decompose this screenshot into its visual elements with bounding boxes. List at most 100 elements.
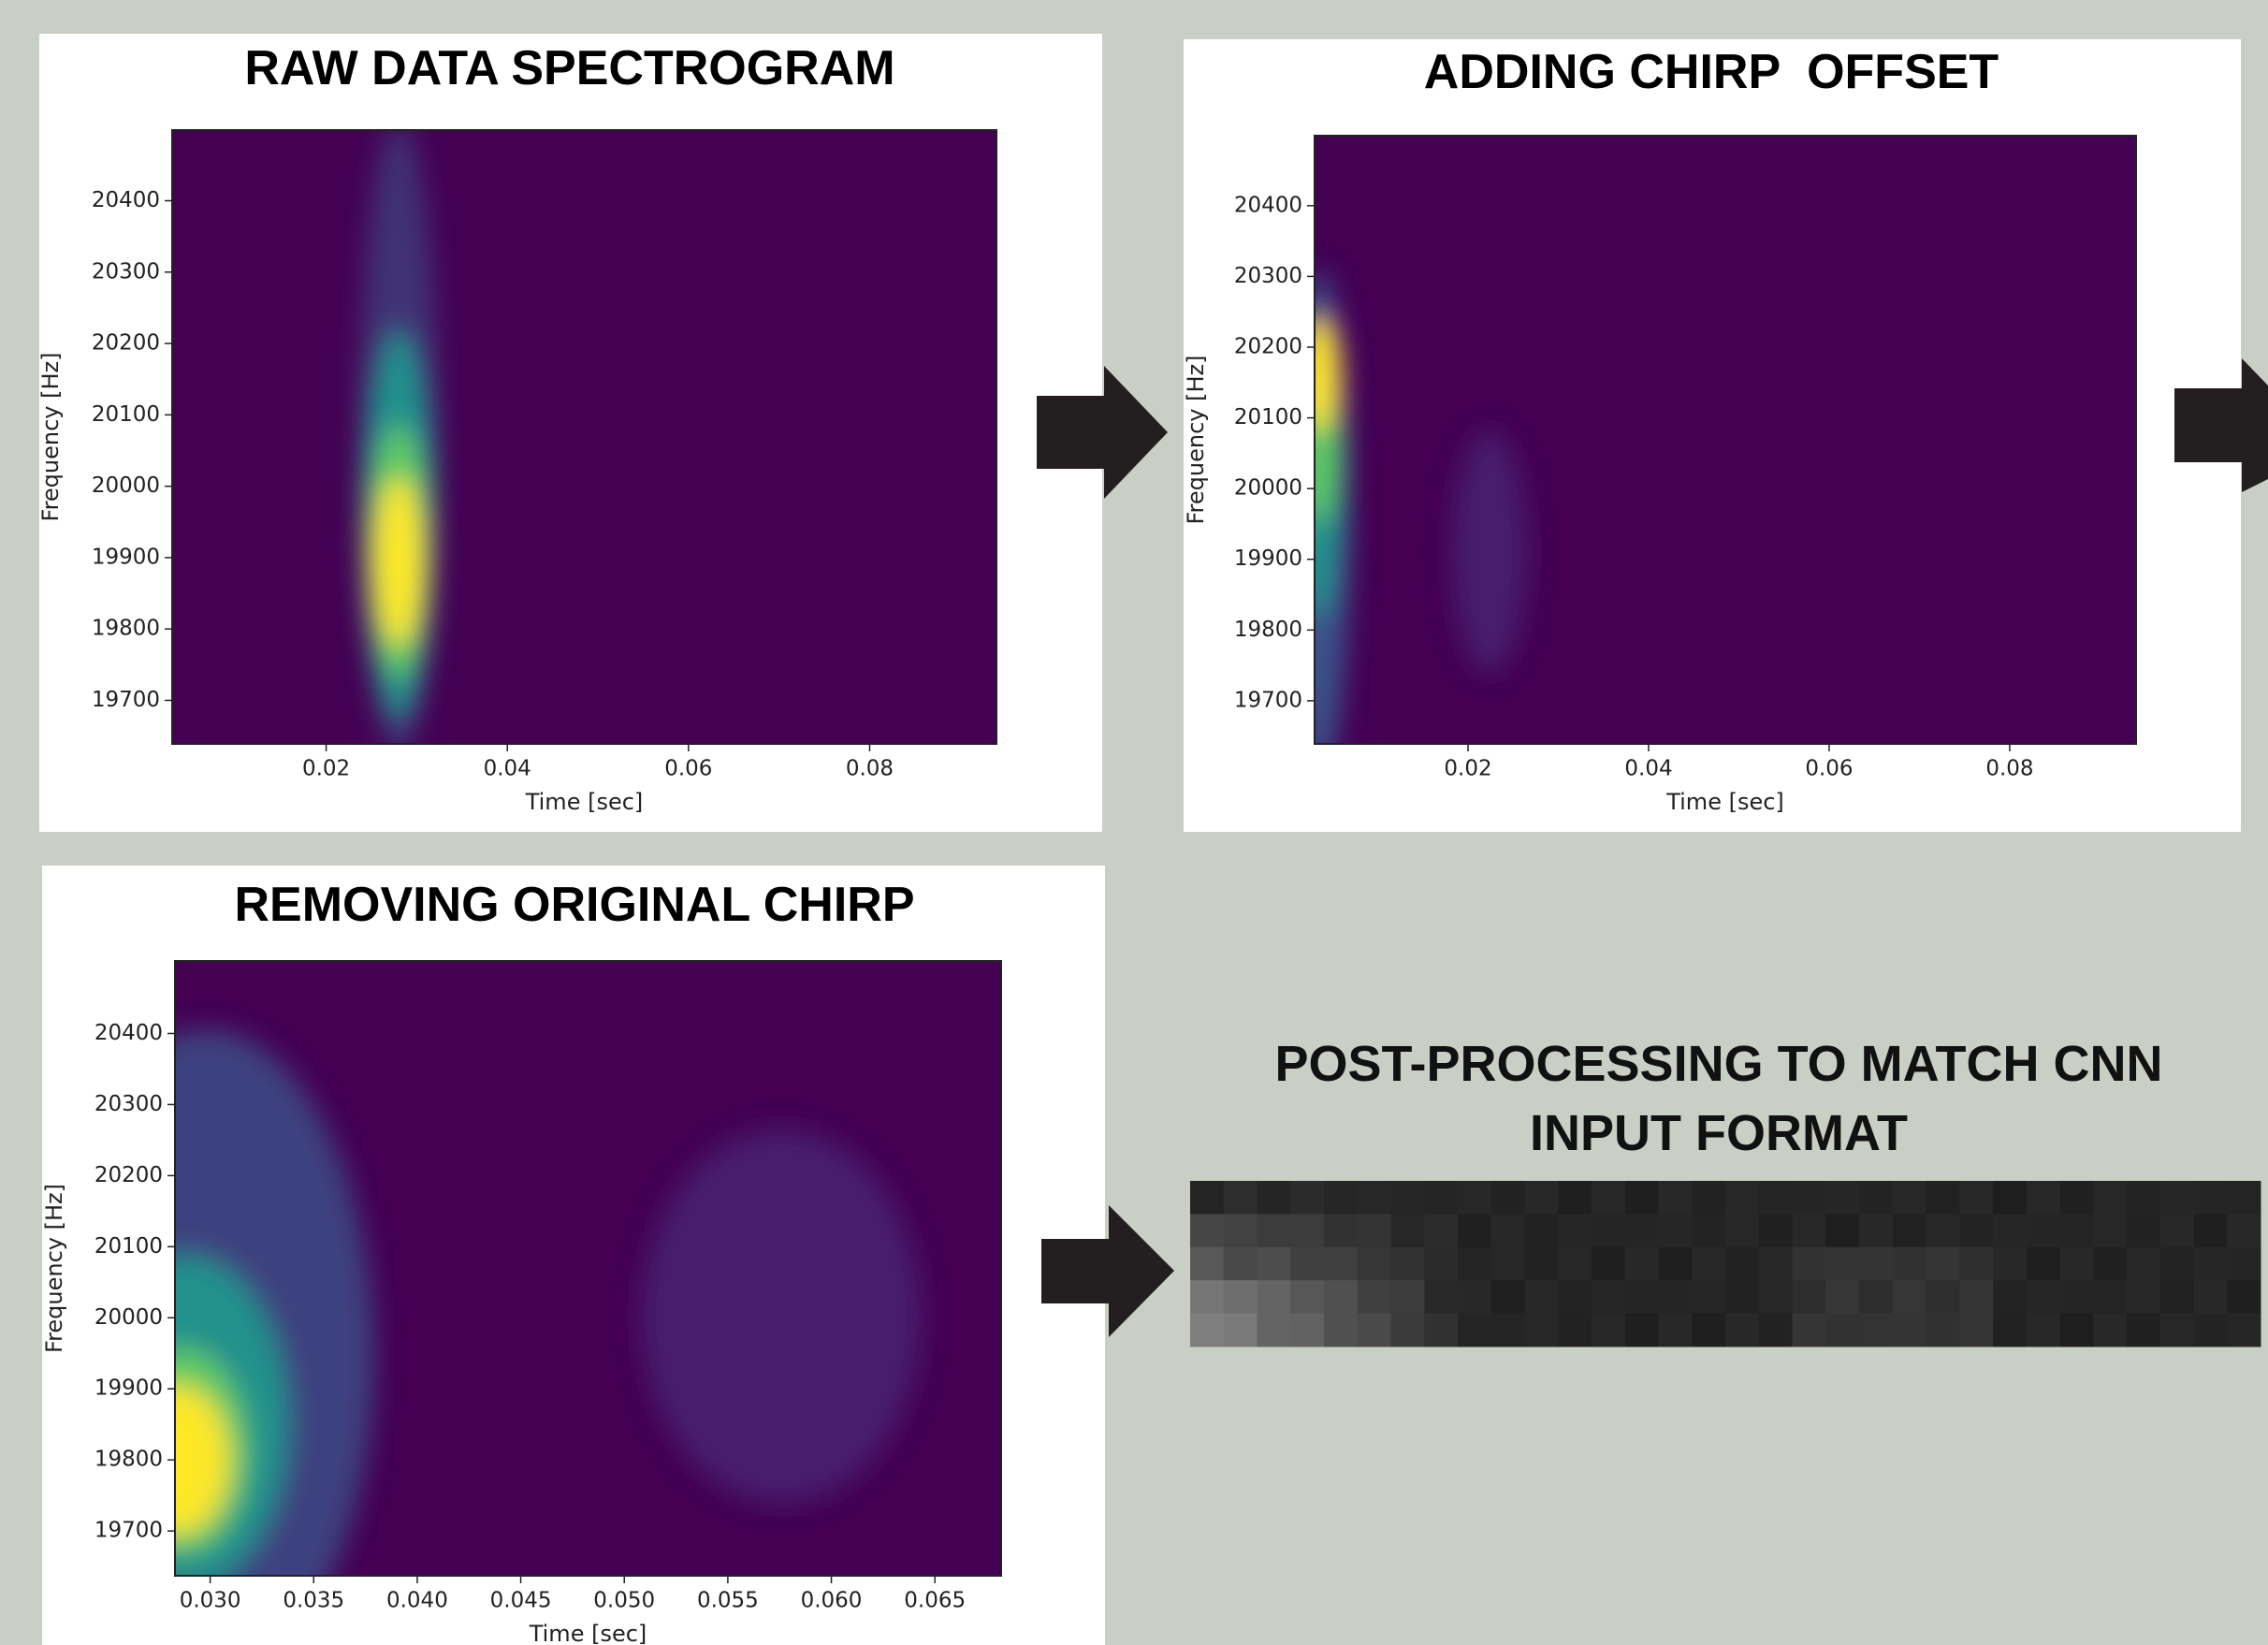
pixel (1659, 1181, 1693, 1215)
pixel (1258, 1181, 1291, 1215)
pixel (2227, 1280, 2261, 1314)
x-axis-label: Time [sec] (529, 1621, 647, 1645)
y-axis-label: Frequency [Hz] (37, 353, 64, 522)
pixel (1893, 1247, 1926, 1281)
pixel (1258, 1247, 1291, 1281)
y-axis-label: Frequency [Hz] (1183, 356, 1209, 525)
y-tick-label: 19700 (1234, 688, 1302, 712)
pixel (1659, 1214, 1693, 1247)
y-tick-label: 19900 (94, 1376, 163, 1401)
pixel (1290, 1247, 1324, 1281)
panel-title: REMOVING ORIGINAL CHIRP (234, 878, 914, 932)
pixel (2227, 1181, 2261, 1215)
x-tick-label: 0.06 (664, 757, 712, 781)
pixel (2194, 1214, 2228, 1247)
pixel (1558, 1181, 1592, 1215)
pixel (1525, 1280, 1559, 1314)
x-axis-label: Time [sec] (1665, 789, 1784, 815)
pixel (1825, 1280, 1859, 1314)
y-tick-label: 20200 (1234, 334, 1302, 358)
pixel (1825, 1181, 1859, 1215)
pixel (1793, 1181, 1826, 1215)
pixel (1424, 1314, 1458, 1347)
y-tick-label: 19900 (92, 545, 160, 569)
y-tick-label: 20100 (94, 1234, 163, 1259)
x-axis-label: Time [sec] (525, 789, 644, 815)
pixel (1959, 1247, 1993, 1281)
spectrogram (172, 122, 996, 758)
pixel (2093, 1280, 2127, 1314)
y-tick-label: 19700 (92, 688, 160, 712)
pixel (1725, 1280, 1759, 1314)
pixel (1190, 1181, 1224, 1215)
spectrogram (1289, 136, 2136, 777)
pixel (1324, 1181, 1358, 1215)
pixel (1525, 1247, 1559, 1281)
pixel (1592, 1214, 1625, 1247)
pixel (2060, 1181, 2094, 1215)
pixel (1793, 1280, 1826, 1314)
pixel (1558, 1280, 1592, 1314)
figure: RAW DATA SPECTROGRAM0.020.040.060.081970… (0, 0, 2268, 1645)
pixel (2027, 1214, 2060, 1247)
pixel (2027, 1247, 2060, 1281)
pixel (1458, 1181, 1491, 1215)
pixel (1625, 1314, 1659, 1347)
pixel (1491, 1280, 1525, 1314)
pixel (1224, 1247, 1258, 1281)
y-tick-label: 20400 (94, 1021, 163, 1045)
pixel (1692, 1181, 1725, 1215)
x-tick-label: 0.08 (846, 757, 894, 781)
x-tick-label: 0.030 (180, 1589, 241, 1613)
panel-title: ADDING CHIRP OFFSET (1424, 45, 1999, 99)
pixel (2194, 1181, 2228, 1215)
pixel (1725, 1181, 1759, 1215)
pixel (1793, 1314, 1826, 1347)
pixel (1993, 1314, 2027, 1347)
pixel (1224, 1280, 1258, 1314)
pixel (1424, 1214, 1458, 1247)
pixel (1290, 1314, 1324, 1347)
pixel (1725, 1214, 1759, 1247)
y-tick-label: 20100 (1234, 405, 1302, 429)
pixel (1692, 1314, 1725, 1347)
pixel (1692, 1214, 1725, 1247)
x-tick-label: 0.045 (490, 1589, 552, 1613)
pixel (1258, 1280, 1291, 1314)
x-tick-label: 0.06 (1805, 757, 1853, 781)
pixel (1759, 1181, 1793, 1215)
x-tick-label: 0.02 (1444, 757, 1491, 781)
pixel (1525, 1314, 1559, 1347)
pixel (1959, 1214, 1993, 1247)
y-tick-label: 20000 (1234, 476, 1302, 501)
pixel (2160, 1181, 2194, 1215)
y-tick-label: 20300 (1234, 264, 1302, 288)
pixel (1391, 1214, 1425, 1247)
x-tick-label: 0.050 (593, 1589, 655, 1613)
y-tick-label: 19800 (92, 617, 160, 641)
pixel (1458, 1214, 1491, 1247)
pixel (1825, 1247, 1859, 1281)
pixel (2093, 1181, 2127, 1215)
pixel (2160, 1247, 2194, 1281)
pixel (1258, 1314, 1291, 1347)
pixel (1290, 1280, 1324, 1314)
pixel (1358, 1181, 1391, 1215)
pixel (1993, 1247, 2027, 1281)
pixel (1859, 1280, 1893, 1314)
x-tick-label: 0.065 (904, 1589, 966, 1613)
pixel (1926, 1280, 1960, 1314)
pixel (1825, 1214, 1859, 1247)
pixel (1625, 1214, 1659, 1247)
pixel (1625, 1181, 1659, 1215)
x-tick-label: 0.035 (283, 1589, 344, 1613)
pixel (2194, 1314, 2228, 1347)
x-tick-label: 0.040 (386, 1589, 448, 1613)
pixel (1926, 1314, 1960, 1347)
pixel (1458, 1247, 1491, 1281)
pixel (1558, 1314, 1592, 1347)
y-tick-label: 20300 (92, 259, 160, 284)
pixel (1458, 1314, 1491, 1347)
y-tick-label: 20100 (92, 402, 160, 427)
pixel (1592, 1280, 1625, 1314)
